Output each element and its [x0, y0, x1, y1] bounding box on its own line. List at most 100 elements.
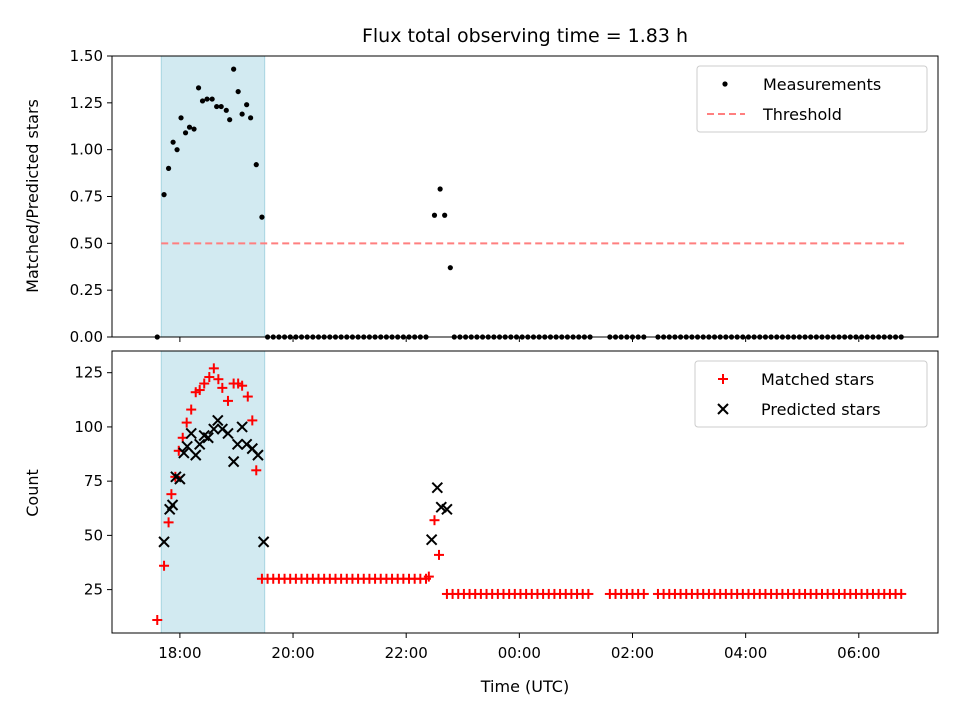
count-panel: 25 50 75 100 125 18:00 20:00 22:00 00:00 02:00 04…	[23, 350, 939, 696]
count-predicted-point-b	[178, 447, 190, 459]
count-xtick-label: 22:00	[385, 644, 428, 662]
count-predicted-point-b	[185, 427, 197, 440]
count-predicted-point-b	[246, 442, 259, 455]
ratio-measurement-point	[235, 88, 241, 95]
ratio-measurement-point	[218, 103, 224, 110]
count-matched-point	[166, 489, 177, 500]
count-matched-point	[199, 378, 210, 389]
count-matched-point	[159, 560, 170, 571]
ratio-y-axis-label: Matched/Predicted stars	[23, 99, 42, 293]
count-predicted-point-b	[202, 432, 214, 444]
ratio-ytick-label: 0.25	[70, 281, 103, 299]
ratio-ytick-label: 1.25	[70, 94, 103, 112]
count-ytick-label: 25	[84, 581, 103, 599]
count-matched-point	[429, 515, 440, 526]
count-predicted-point-b	[441, 503, 453, 516]
count-predicted-point	[227, 455, 240, 468]
ratio-measurement-point	[209, 96, 215, 102]
chart-title: Flux total observing time = 1.83 h	[362, 25, 688, 47]
count-ytick-label: 50	[84, 526, 103, 544]
count-legend-box	[694, 360, 928, 428]
count-predicted-point	[190, 449, 202, 461]
count-matched-point	[213, 374, 224, 385]
ratio-measurement-point	[191, 126, 197, 132]
count-predicted-point	[257, 536, 270, 548]
count-predicted-point-b	[170, 471, 182, 483]
ratio-measurement-point	[239, 111, 245, 117]
count-matched-point	[204, 372, 215, 383]
count-ytick-label: 75	[84, 472, 103, 490]
ratio-measurement-point	[204, 96, 210, 102]
count-predicted-point	[231, 438, 244, 450]
count-predicted-point	[208, 423, 220, 435]
count-xtick-label: 00:00	[498, 644, 541, 662]
count-matched-point	[423, 571, 434, 582]
count-matched-point-flat	[896, 588, 907, 599]
count-predicted-point-b	[190, 449, 202, 461]
count-predicted-point-b	[431, 481, 444, 494]
count-yticks: 25 50 75 100 125	[74, 364, 112, 599]
ratio-measurement-point	[437, 186, 443, 192]
ratio-measurement-point	[442, 212, 448, 218]
count-predicted-point	[441, 503, 453, 516]
count-predicted-point	[425, 534, 438, 546]
ratio-legend-box	[696, 65, 928, 133]
count-matched-point	[247, 415, 258, 426]
count-predicted-point	[185, 427, 197, 440]
count-matched-point	[242, 391, 253, 402]
count-ytick-label: 125	[74, 364, 103, 382]
ratio-measurement-point	[174, 147, 180, 153]
ratio-measurement-point	[253, 162, 259, 168]
count-predicted-point-b	[198, 429, 210, 442]
count-predicted-point	[222, 427, 234, 440]
count-legend-label: Predicted stars	[761, 400, 881, 419]
count-predicted-point-b	[174, 473, 186, 485]
count-predicted-point-b	[181, 440, 193, 453]
count-predicted-point	[181, 440, 193, 453]
ratio-xticks	[179, 337, 860, 342]
count-predicted-point	[174, 473, 186, 485]
count-matched-point	[152, 614, 163, 625]
count-predicted-point-b	[166, 499, 179, 511]
count-matched-point	[217, 382, 228, 393]
count-legend: Matched stars Predicted stars	[694, 360, 928, 428]
ratio-measurement-point	[248, 115, 254, 121]
count-predicted-point-b	[231, 438, 244, 450]
count-predicted-point-b	[252, 449, 264, 461]
ratio-ytick-label: 0.50	[70, 234, 103, 252]
count-xtick-label: 20:00	[271, 644, 314, 662]
ratio-measurement-point	[259, 214, 265, 220]
count-xtick-label: 06:00	[837, 644, 880, 662]
ratio-measurement-point	[199, 98, 206, 104]
ratio-ytick-label: 1.00	[70, 141, 103, 159]
count-shaded-band	[160, 350, 266, 634]
ratio-legend-label: Measurements	[763, 75, 881, 94]
count-predicted-point-b	[227, 455, 240, 468]
ratio-measurement-point	[170, 139, 176, 145]
ratio-legend-marker-dot	[722, 81, 728, 87]
ratio-legend: Measurements Threshold	[696, 65, 928, 133]
ratio-yticks: 0.00 0.25 0.50 0.75 1.00 1.25 1.50	[70, 47, 112, 346]
count-xtick-label: 02:00	[611, 644, 654, 662]
count-matched-point-flat	[583, 588, 594, 599]
count-matched-point	[186, 404, 197, 415]
ratio-ytick-label: 0.00	[70, 328, 103, 346]
ratio-measurement-point	[178, 115, 184, 121]
count-matched-point	[208, 363, 219, 374]
count-predicted-point-b	[212, 414, 224, 427]
count-axes-frame	[111, 350, 939, 634]
ratio-measurement-point	[161, 192, 167, 198]
ratio-measurement-point	[214, 103, 220, 110]
x-axis-label: Time (UTC)	[480, 677, 569, 696]
count-predicted-point-b	[425, 534, 438, 546]
count-ytick-label: 100	[74, 418, 103, 436]
ratio-measurement-point	[165, 165, 172, 171]
count-shaded-interval	[160, 350, 266, 634]
ratio-legend-label: Threshold	[762, 105, 842, 124]
ratio-measurement-point	[186, 124, 193, 130]
ratio-measurement-point	[182, 130, 189, 136]
ratio-measurement-point	[244, 102, 250, 108]
count-matched-point	[222, 395, 233, 406]
count-matched-point-flat	[638, 588, 649, 599]
count-predicted-point	[178, 447, 190, 459]
